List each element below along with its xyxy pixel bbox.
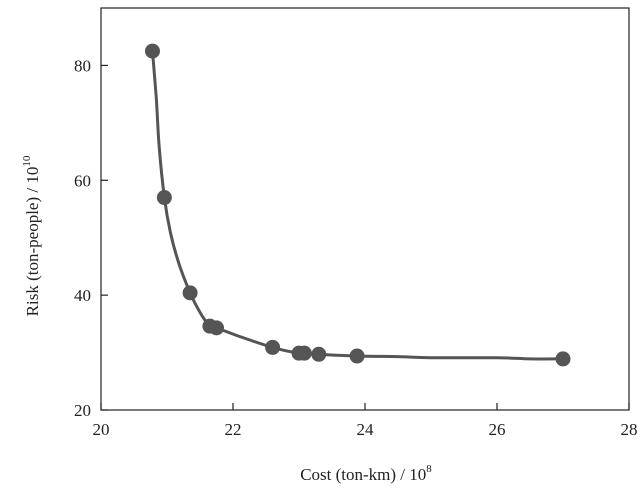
data-point-10 — [349, 348, 365, 364]
data-point-9 — [311, 346, 327, 362]
series-curve — [151, 49, 565, 361]
axes-frame — [100, 7, 630, 411]
tick-labels: 20 22 24 26 28 20 40 60 80 — [74, 56, 638, 439]
data-point-3 — [182, 285, 198, 301]
y-axis-title-text: Risk (ton-people) / 10 — [23, 167, 42, 317]
x-tick-label-22: 22 — [225, 420, 242, 439]
y-tick-label-60: 60 — [74, 171, 91, 190]
y-tick-label-20: 20 — [74, 401, 91, 420]
series-line — [151, 49, 565, 361]
data-point-8 — [296, 345, 312, 361]
x-tick-label-26: 26 — [489, 420, 506, 439]
y-tick-label-80: 80 — [74, 56, 91, 75]
data-point-11 — [555, 351, 571, 367]
data-point-6 — [265, 339, 281, 355]
x-tick-label-20: 20 — [93, 420, 110, 439]
plot-area-border — [100, 7, 630, 411]
x-axis-title-text: Cost (ton-km) / 10 — [300, 465, 426, 484]
series-points — [144, 43, 571, 367]
y-axis-title-exponent: 10 — [21, 155, 33, 167]
y-axis-title: Risk (ton-people) / 1010 — [21, 155, 42, 316]
data-point-1 — [144, 43, 160, 59]
data-point-5 — [209, 320, 224, 336]
y-tick-label-40: 40 — [74, 286, 91, 305]
tick-marks — [100, 64, 630, 411]
x-axis-title: Cost (ton-km) / 108 — [300, 463, 432, 484]
x-tick-label-28: 28 — [621, 420, 638, 439]
x-axis-title-exponent: 8 — [426, 463, 432, 475]
data-point-2 — [156, 190, 172, 206]
x-tick-label-24: 24 — [357, 420, 375, 439]
